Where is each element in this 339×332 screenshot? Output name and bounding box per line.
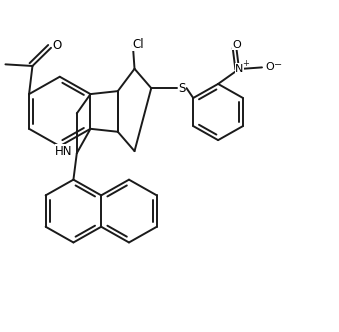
Text: −: −: [274, 60, 282, 70]
Text: +: +: [242, 58, 248, 68]
Text: HN: HN: [55, 145, 73, 158]
Text: S: S: [178, 82, 185, 95]
Text: O: O: [265, 62, 274, 72]
Text: O: O: [53, 39, 62, 52]
Text: N: N: [235, 64, 243, 74]
Text: O: O: [232, 40, 241, 50]
Text: Cl: Cl: [133, 38, 144, 50]
